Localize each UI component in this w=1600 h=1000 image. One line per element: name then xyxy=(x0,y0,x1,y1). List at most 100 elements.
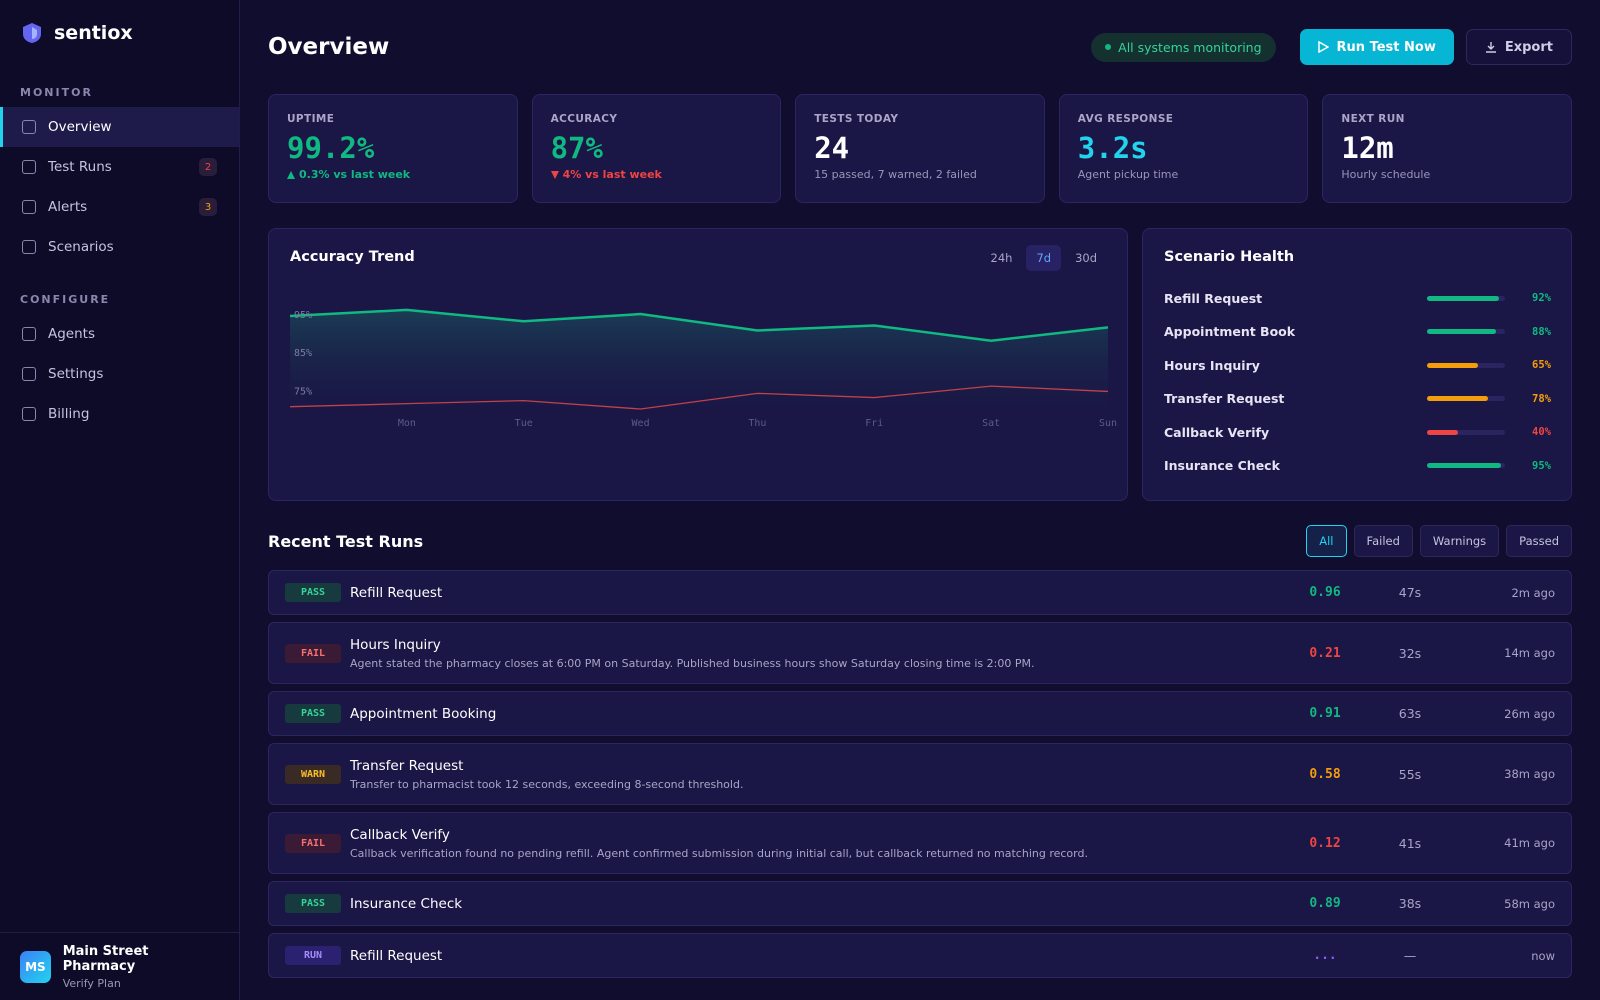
scenario-name: Hours Inquiry xyxy=(1164,357,1260,373)
run-info: Transfer Request Transfer to pharmacist t… xyxy=(350,758,1285,791)
run-name: Callback Verify xyxy=(350,826,450,843)
run-time: 2m ago xyxy=(1511,585,1555,600)
bar-track xyxy=(1427,362,1505,368)
status-pill: All systems monitoring xyxy=(1091,32,1276,62)
nav-badge: 2 xyxy=(199,158,217,176)
filter-button[interactable]: Failed xyxy=(1353,525,1413,557)
arrow xyxy=(550,170,559,179)
nav-label: Test Runs xyxy=(48,159,112,175)
export-button[interactable]: Export xyxy=(1465,29,1572,65)
run-row[interactable]: PASS Refill Request 0.96 47s 2m ago xyxy=(268,570,1572,615)
nav-item[interactable]: Test Runs 2 xyxy=(0,147,239,187)
kpi-note: 0.3% vs last week xyxy=(287,168,499,181)
series-line xyxy=(289,385,1109,410)
nav-item[interactable]: Settings xyxy=(0,354,239,394)
run-name: Hours Inquiry xyxy=(350,636,441,653)
x-tick-label: Mon xyxy=(398,418,416,429)
run-row[interactable]: FAIL Hours Inquiry Agent stated the pharma… xyxy=(268,622,1572,684)
filter-button[interactable]: Passed xyxy=(1506,525,1572,557)
page-title: Overview xyxy=(268,34,390,60)
nav-item[interactable]: Billing xyxy=(0,394,239,434)
filter-button[interactable]: All xyxy=(1306,525,1347,557)
run-info: Refill Request xyxy=(350,585,1285,601)
run-duration: 41s xyxy=(1398,835,1422,851)
section-label: CONFIGURE xyxy=(20,293,111,306)
run-score: 0.58 xyxy=(1309,766,1341,782)
kpi-note: Hourly schedule xyxy=(1341,168,1553,181)
health-row: Insurance Check 95% xyxy=(1164,456,1551,476)
account-info: Main Street Pharmacy Verify Plan xyxy=(63,944,219,990)
trend-arrow xyxy=(287,170,295,179)
filter-button[interactable]: Warnings xyxy=(1419,525,1500,557)
nav-item[interactable]: Alerts 3 xyxy=(0,187,239,227)
run-name: Refill Request xyxy=(350,947,443,964)
kpi-label: AVG RESPONSE xyxy=(1077,113,1174,125)
run-duration: 47s xyxy=(1398,585,1422,600)
run-row[interactable]: WARN Transfer Request Transfer to pharmaci… xyxy=(268,743,1572,805)
panel-title: Accuracy Trend xyxy=(290,249,415,265)
kpi-value: 12m xyxy=(1341,131,1394,165)
status-tag: PASS xyxy=(285,704,341,723)
run-duration: 32s xyxy=(1398,645,1422,661)
panels: Accuracy Trend 24h 7d 30d 75% 85% 95% Mon Tue W… xyxy=(268,228,1572,501)
run-row[interactable]: FAIL Callback Verify Callback verification… xyxy=(268,812,1572,874)
nav: MONITOR Overview Test Runs 2 Alerts 3 Scenario… xyxy=(0,70,239,434)
range-tab[interactable]: 7d xyxy=(1026,245,1062,271)
status-tag: RUN xyxy=(285,946,341,965)
nav-item[interactable]: Agents xyxy=(0,314,239,354)
run-button[interactable]: Run Test Now xyxy=(1299,29,1454,65)
run-duration: — xyxy=(1403,948,1417,963)
scenario-value: 78% xyxy=(1532,392,1551,405)
nav-item[interactable]: Scenarios xyxy=(0,227,239,267)
kpi-card: ACCURACY 87% 4% vs last week xyxy=(531,94,782,203)
status-text: All systems monitoring xyxy=(1118,39,1262,55)
run-row[interactable]: PASS Insurance Check 0.89 38s 58m ago xyxy=(268,881,1572,926)
health-row: Hours Inquiry 65% xyxy=(1164,355,1551,375)
scenario-name: Insurance Check xyxy=(1164,458,1280,473)
run-row[interactable]: PASS Appointment Booking 0.91 63s 26m ago xyxy=(268,691,1572,736)
health-panel: Scenario Health Refill Request 92% Appoint… xyxy=(1142,228,1572,501)
run-time: 14m ago xyxy=(1504,646,1555,660)
scenario-value: 65% xyxy=(1532,359,1551,371)
x-tick-label: Sat xyxy=(982,418,1000,429)
run-info: Appointment Booking xyxy=(350,706,1285,722)
run-score: 0.91 xyxy=(1309,706,1341,721)
account[interactable]: MS Main Street Pharmacy Verify Plan xyxy=(0,932,239,1000)
nav-icon xyxy=(22,240,36,254)
trend-panel: Accuracy Trend 24h 7d 30d 75% 85% 95% Mon Tue W… xyxy=(268,228,1128,501)
kpi-note: 4% vs last week xyxy=(550,168,763,181)
x-tick-label: Sun xyxy=(1099,418,1117,429)
bar xyxy=(1427,429,1459,435)
bar xyxy=(1427,463,1502,468)
area xyxy=(290,309,1108,417)
nav-item[interactable]: Overview xyxy=(0,107,239,147)
brand-name: sentiox xyxy=(54,22,133,44)
kpi-value: 24 xyxy=(814,131,850,165)
kpi-row: UPTIME 99.2% 0.3% vs last week ACCURACY 87% 4… xyxy=(268,94,1572,203)
run-time: 58m ago xyxy=(1504,896,1555,911)
status-tag: FAIL xyxy=(285,643,341,663)
bar xyxy=(1427,396,1488,401)
kpi-label: TESTS TODAY xyxy=(814,113,899,125)
run-detail: Agent stated the pharmacy closes at 6:00… xyxy=(350,656,1035,670)
run-score: 0.21 xyxy=(1309,645,1341,661)
run-row[interactable]: RUN Refill Request... — now xyxy=(268,933,1572,978)
range-tab[interactable]: 24h xyxy=(990,251,1013,265)
brand[interactable]: sentiox xyxy=(22,22,133,44)
nav-label: Billing xyxy=(48,406,90,422)
trend-arrow xyxy=(550,170,559,179)
x-tick-label: Thu xyxy=(748,418,766,429)
y-tick-label: 95% xyxy=(294,310,312,321)
main: Overview All systems monitoring Run Test… xyxy=(268,0,1572,978)
run-score: 0.12 xyxy=(1309,835,1341,851)
range-tab[interactable]: 30d xyxy=(1075,251,1097,265)
run-name: Insurance Check xyxy=(350,895,463,912)
bar-track xyxy=(1427,463,1505,468)
run-label: Run Test Now xyxy=(1336,39,1436,55)
run-info: Insurance Check xyxy=(350,896,1285,912)
run-duration: 55s xyxy=(1398,766,1422,782)
nav-label: Alerts xyxy=(48,199,88,215)
run-score: 0.96 xyxy=(1309,585,1341,600)
